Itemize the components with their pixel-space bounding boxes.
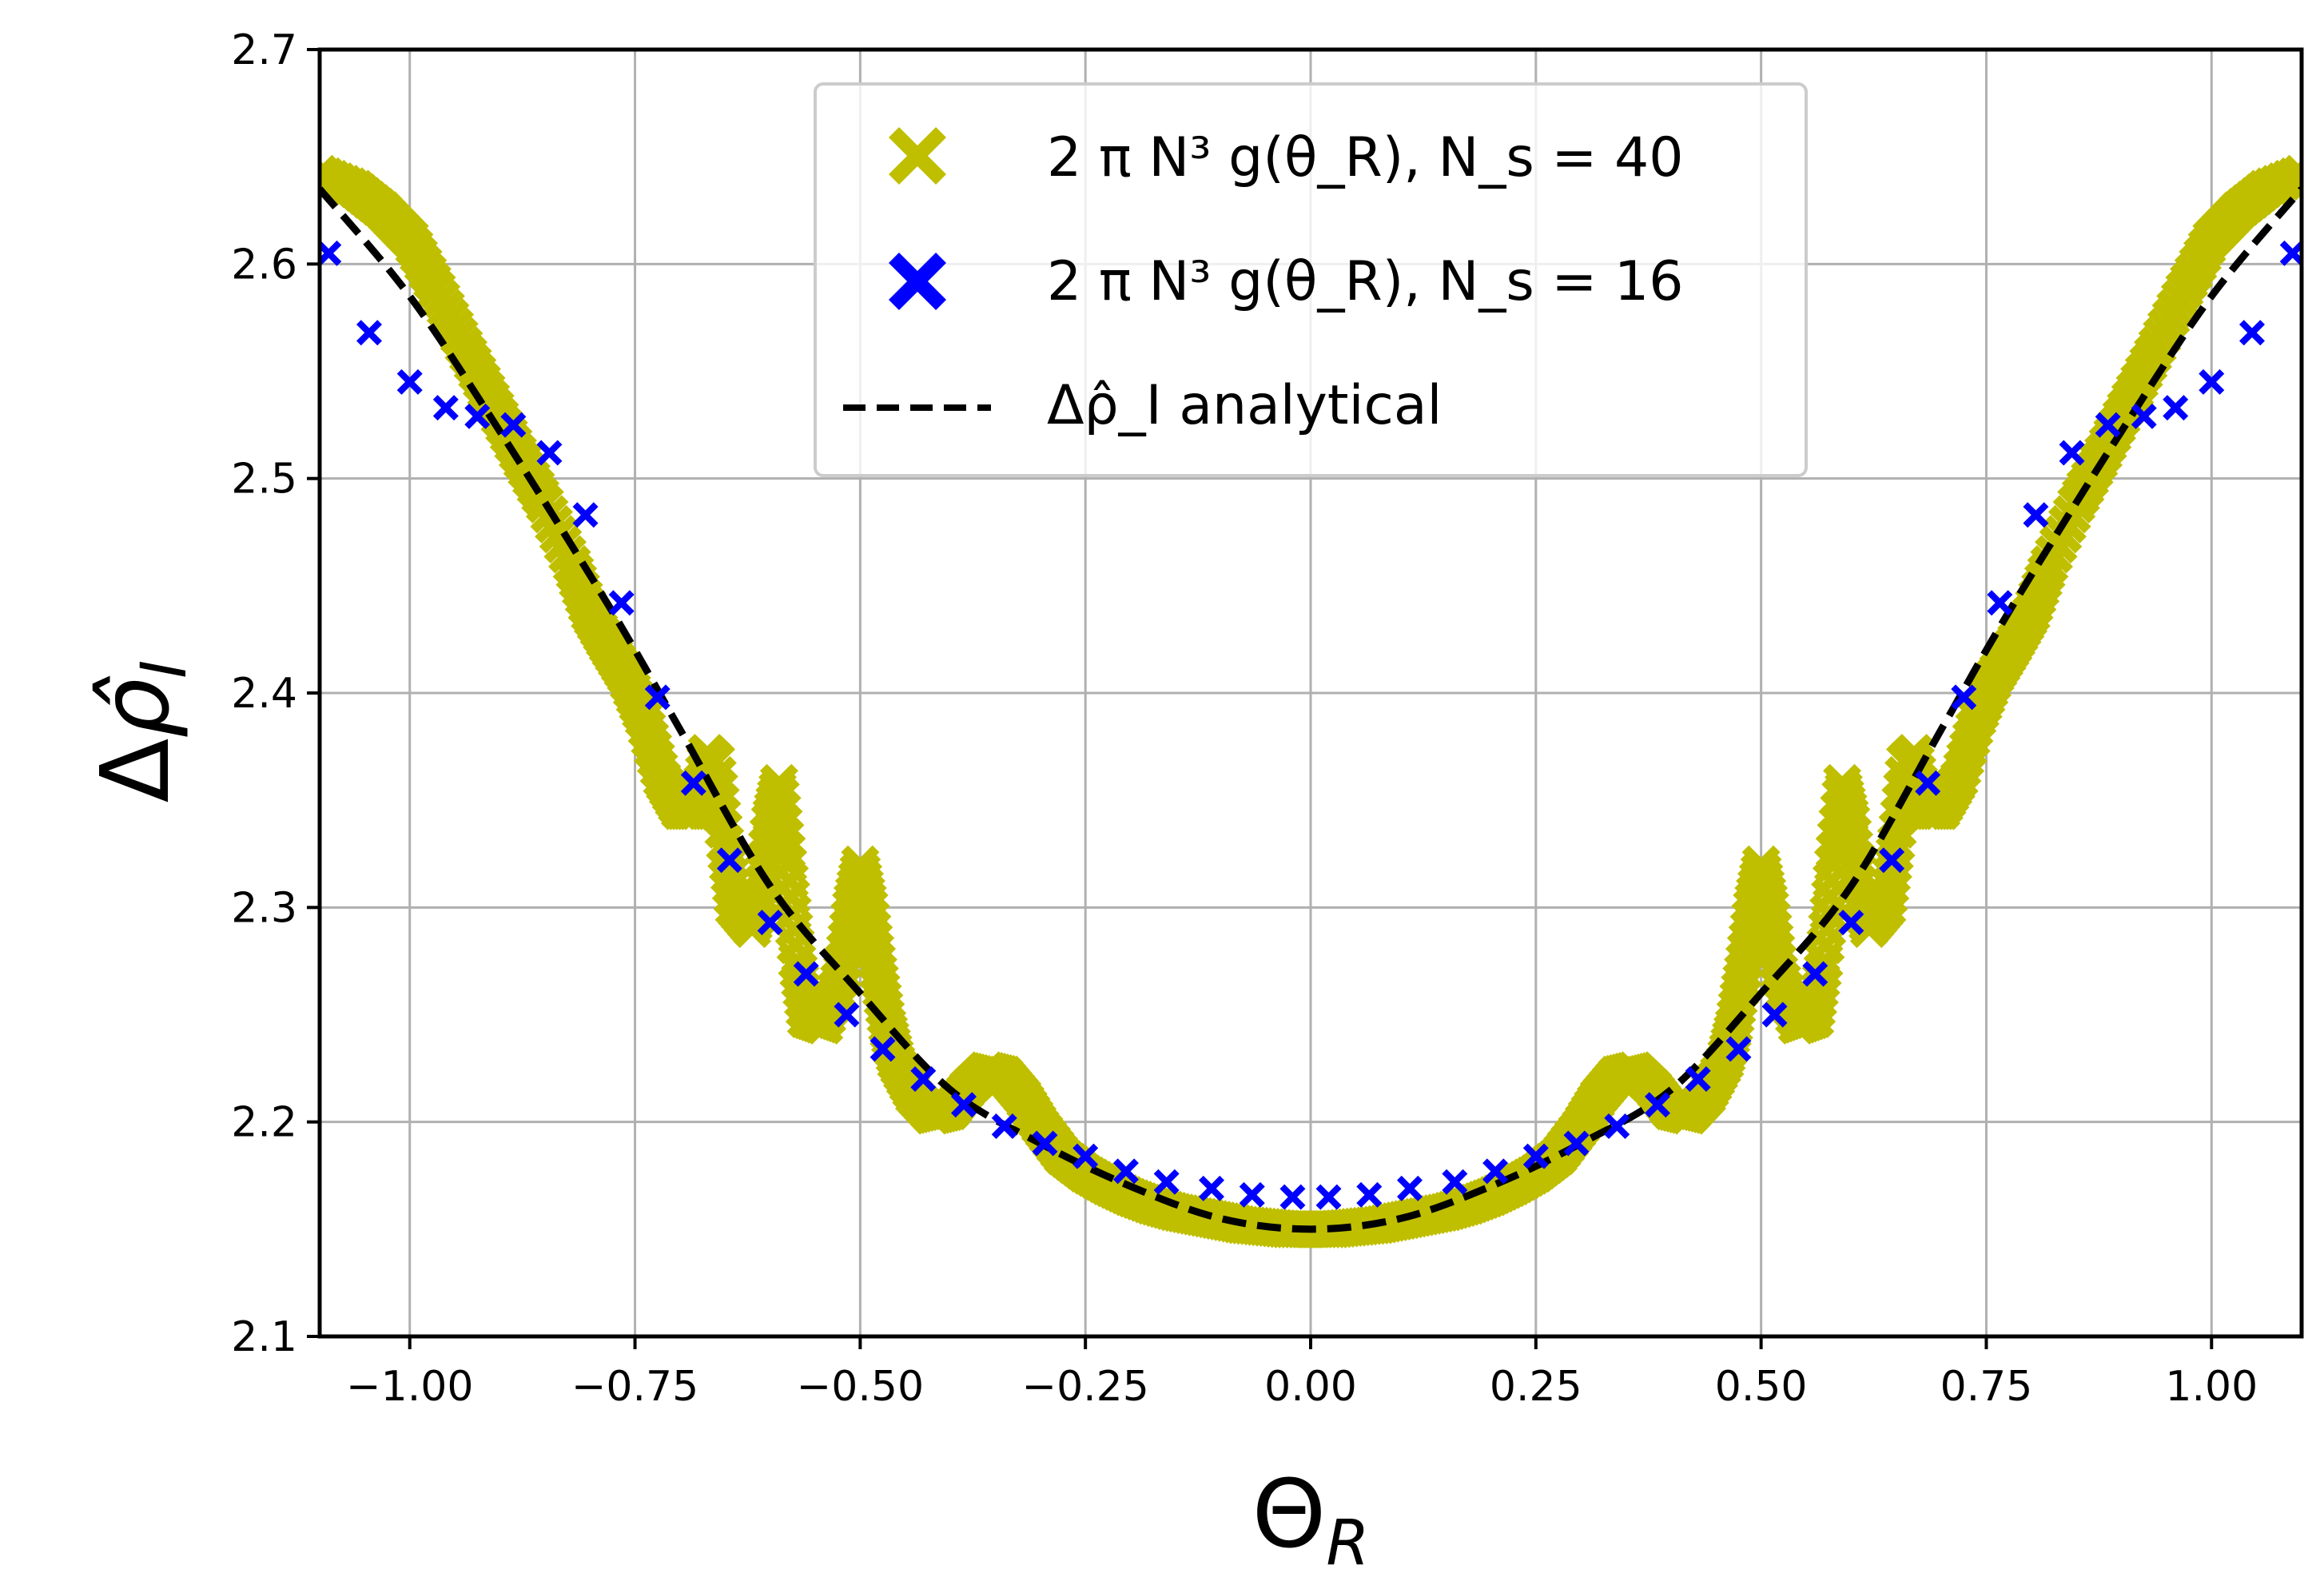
point-ns16 [2059, 440, 2085, 466]
point-ns16 [834, 1002, 860, 1028]
point-ns16 [716, 847, 742, 874]
point-ns16 [500, 412, 527, 438]
point-ns16 [464, 403, 491, 429]
point-ns16 [1239, 1181, 1265, 1208]
y-tick-label: 2.6 [231, 241, 297, 289]
point-ns16 [1072, 1143, 1099, 1169]
legend: 2 π N³ g(θ_R), N_s = 40 2 π N³ g(θ_R), N… [814, 82, 1808, 477]
point-ns16 [1915, 770, 1941, 796]
plot-series [320, 154, 2302, 1249]
point-ns16 [1951, 684, 1977, 711]
x-tick-label: 0.50 [1715, 1363, 1808, 1411]
point-ns16 [1112, 1158, 1139, 1185]
point-ns16 [1442, 1169, 1468, 1195]
point-ns16 [1987, 590, 2013, 616]
point-ns16 [1522, 1143, 1549, 1169]
point-ns40 [2282, 154, 2302, 193]
point-ns16 [2199, 368, 2225, 395]
point-ns16 [432, 395, 459, 421]
point-ns16 [1685, 1066, 1711, 1092]
x-tick-label: −0.25 [1022, 1363, 1149, 1411]
axis-ticks: −1.00 −0.75 −0.50 −0.25 0.00 0.25 0.50 0.75 1.00… [231, 26, 2258, 1411]
point-ns16 [1482, 1158, 1509, 1185]
point-ns16 [1761, 1002, 1788, 1028]
y-tick-label: 2.1 [231, 1313, 297, 1361]
legend-marker-x-ns16 [889, 253, 946, 310]
point-ns16 [356, 320, 382, 346]
point-ns16 [1356, 1181, 1383, 1208]
series-ns16 [320, 240, 2302, 1210]
point-ns16 [1838, 910, 1864, 936]
point-ns16 [396, 368, 423, 395]
x-tick-label: −1.00 [346, 1363, 473, 1411]
x-tick-label: 0.00 [1264, 1363, 1357, 1411]
y-axis-label: Δρ̂I [80, 660, 201, 803]
legend-label-ns16: 2 π N³ g(θ_R), N_s = 16 [1047, 250, 1684, 313]
point-ns16 [1645, 1092, 1670, 1118]
point-ns16 [536, 440, 563, 466]
point-ns16 [680, 770, 706, 796]
x-tick-label: −0.50 [797, 1363, 924, 1411]
point-ns16 [870, 1036, 896, 1062]
point-ns16 [2095, 412, 2121, 438]
point-ns16 [608, 590, 635, 616]
point-ns16 [1315, 1184, 1342, 1210]
y-tick-label: 2.2 [231, 1099, 297, 1147]
legend-marker-x-ns40 [889, 127, 946, 185]
x-tick-label: −0.75 [571, 1363, 698, 1411]
legend-marker-ns16 [889, 253, 946, 310]
point-ns16 [572, 502, 599, 528]
point-ns16 [320, 240, 342, 266]
point-ns16 [1397, 1175, 1423, 1201]
point-ns16 [1199, 1175, 1224, 1201]
x-tick-label: 0.75 [1940, 1363, 2033, 1411]
point-ns16 [644, 684, 671, 711]
y-tick-label: 2.3 [231, 884, 297, 932]
point-ns16 [1802, 961, 1829, 987]
point-ns16 [2131, 403, 2157, 429]
x-tick-label: 0.25 [1490, 1363, 1582, 1411]
point-ns16 [1725, 1036, 1752, 1062]
point-ns16 [1604, 1113, 1630, 1140]
x-axis-label: ΘR [1252, 1459, 1369, 1579]
legend-marker-ns40 [889, 127, 946, 185]
y-tick-label: 2.5 [231, 456, 297, 504]
point-ns16 [1879, 847, 1905, 874]
point-ns16 [991, 1113, 1017, 1140]
x-tick-label: 1.00 [2165, 1363, 2258, 1411]
point-ns16 [2279, 240, 2302, 266]
point-ns16 [2163, 395, 2189, 421]
y-tick-label: 2.7 [231, 26, 297, 74]
legend-label-analytical: Δρ̂_I analytical [1047, 374, 1442, 437]
legend-label-ns40: 2 π N³ g(θ_R), N_s = 40 [1047, 126, 1684, 189]
point-ns16 [910, 1066, 937, 1092]
point-ns16 [793, 961, 819, 987]
point-ns16 [1563, 1130, 1590, 1157]
point-ns16 [1153, 1169, 1180, 1195]
point-ns16 [2239, 320, 2265, 346]
point-ns16 [757, 910, 783, 936]
legend-box [814, 82, 1808, 477]
point-ns16 [1032, 1130, 1058, 1157]
point-ns16 [1279, 1184, 1306, 1210]
point-ns16 [951, 1092, 977, 1118]
point-ns16 [2023, 502, 2049, 528]
series-analytical-line [320, 186, 2302, 1233]
y-tick-label: 2.4 [231, 670, 297, 718]
